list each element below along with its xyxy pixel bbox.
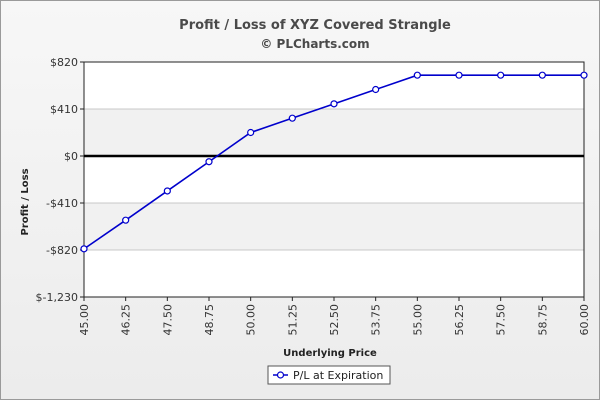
legend-swatch-marker bbox=[276, 371, 285, 379]
data-point bbox=[122, 216, 130, 224]
x-tick-label: 45.00 bbox=[78, 304, 91, 336]
x-tick-label: 52.50 bbox=[328, 304, 341, 336]
x-tick-label: 47.50 bbox=[161, 304, 174, 336]
x-tick-label: 46.25 bbox=[120, 304, 133, 336]
y-axis-ticks: $820 $410 $0 -$410 -$820 $-1,230 bbox=[36, 56, 84, 304]
data-point bbox=[455, 71, 463, 79]
x-tick-label: 48.75 bbox=[203, 304, 216, 336]
data-point bbox=[205, 158, 213, 166]
data-point bbox=[247, 128, 255, 137]
legend-box bbox=[267, 365, 391, 385]
y-tick-label: $0 bbox=[64, 150, 78, 163]
y-tick-label: -$410 bbox=[46, 197, 78, 210]
x-tick-label: 51.25 bbox=[286, 304, 299, 336]
data-point bbox=[80, 245, 88, 253]
y-tick-label: -$820 bbox=[46, 244, 78, 257]
plot-band bbox=[84, 203, 584, 250]
data-point bbox=[538, 71, 546, 79]
y-tick-label: $820 bbox=[50, 56, 78, 69]
x-tick-label: 53.75 bbox=[370, 304, 383, 336]
data-point bbox=[330, 100, 338, 108]
y-axis-label: Profit / Loss bbox=[20, 168, 31, 235]
plot-band bbox=[84, 156, 584, 203]
data-point bbox=[580, 71, 588, 79]
legend-label: P/L at Expiration bbox=[293, 369, 383, 382]
chart-subtitle: © PLCharts.com bbox=[260, 37, 369, 51]
x-tick-label: 58.75 bbox=[536, 304, 549, 336]
y-tick-label: $-1,230 bbox=[36, 291, 78, 304]
legend: P/L at Expiration bbox=[267, 365, 391, 385]
x-tick-label: 50.00 bbox=[245, 304, 258, 336]
x-axis-label: Underlying Price bbox=[283, 348, 377, 359]
data-point bbox=[163, 187, 171, 195]
data-point bbox=[497, 71, 505, 79]
x-tick-label: 60.00 bbox=[578, 304, 591, 336]
x-axis-ticks: 45.00 46.25 47.50 48.75 50.00 51.25 52.50 53.75… bbox=[78, 297, 591, 336]
x-tick-label: 57.50 bbox=[495, 304, 508, 336]
plot-band bbox=[84, 250, 584, 297]
series-layer bbox=[80, 71, 588, 253]
chart-title: Profit / Loss of XYZ Covered Strangle bbox=[179, 18, 451, 33]
data-point bbox=[288, 114, 296, 122]
plot-bands bbox=[84, 62, 584, 297]
x-tick-label: 55.00 bbox=[411, 304, 424, 336]
y-tick-label: $410 bbox=[50, 103, 78, 116]
plot-band bbox=[84, 109, 584, 156]
data-point bbox=[413, 71, 421, 79]
data-point bbox=[372, 85, 380, 94]
x-tick-label: 56.25 bbox=[453, 304, 466, 336]
